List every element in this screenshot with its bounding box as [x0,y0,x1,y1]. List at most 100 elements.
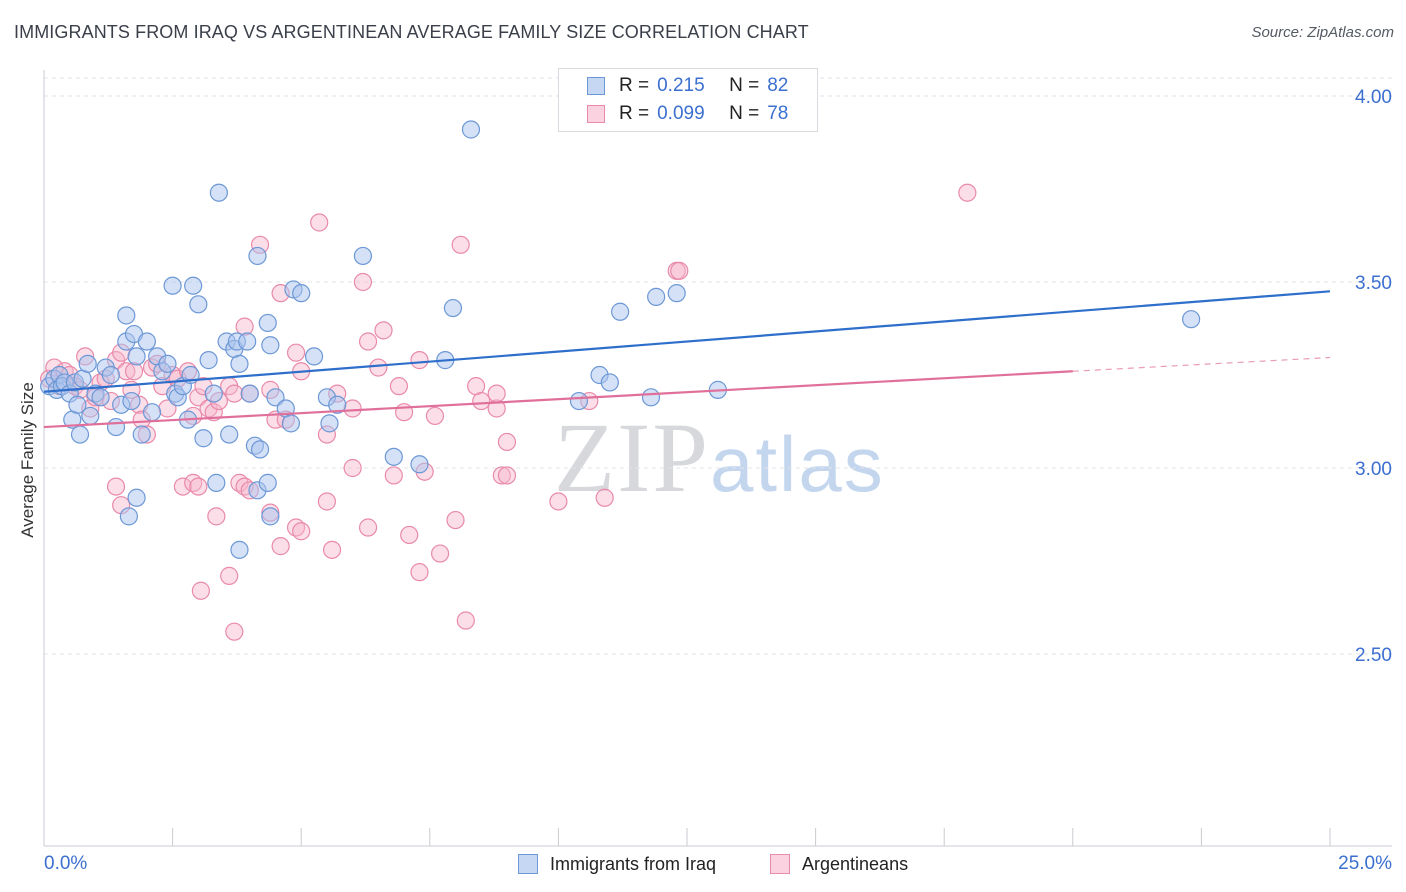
watermark-atlas: atlas [710,420,885,508]
iraq-point [611,302,630,321]
iraq-point [266,388,285,407]
iraq-point [207,473,226,492]
argentineans-point [225,384,244,403]
argentineans-point [384,466,403,485]
iraq-point [320,414,339,433]
argentineans-point [322,540,342,559]
iraq-point [81,406,100,426]
stats-legend: R = 0.215 N = 82 R = 0.099 N = 78 [558,68,818,132]
y-axis-label: Average Family Size [18,382,37,538]
iraq-point [132,425,151,444]
watermark-zip: ZIP [554,402,710,513]
argentineans-point [595,488,614,507]
iraq-point [204,384,223,403]
argentineans-point [207,507,226,526]
iraq-point [258,473,277,492]
r-label: R = [619,103,650,124]
n-label: N = [729,75,760,96]
y-tick-label: 3.50 [1355,273,1392,294]
iraq-point [328,395,347,414]
argentineans-point [204,403,223,422]
n-value-argentineans: 78 [767,103,789,124]
argentineans-point [487,384,506,403]
argentineans-point [549,492,568,511]
iraq-point [240,384,259,403]
iraq-trend-line [43,290,1331,393]
iraq-point [78,354,97,373]
iraq-point [304,347,324,366]
x-tick-label-min: 0.0% [44,853,87,874]
argentineans-point [425,406,445,426]
argentineans-point [235,317,254,336]
argentineans-swatch [587,105,605,123]
legend-row-iraq: R = 0.215 N = 82 [587,73,788,99]
r-value-iraq: 0.215 [657,75,705,96]
iraq-point [106,417,126,437]
argentineans-point [492,466,511,485]
argentineans-point [191,581,210,600]
iraq-point [91,388,110,407]
argentineans-point [389,377,409,396]
bottom-legend-iraq: Immigrants from Iraq [518,852,716,876]
argentineans-point [271,537,290,556]
iraq-point [127,488,146,507]
iraq-point [261,507,280,526]
argentineans-point [410,563,429,582]
y-tick-label: 2.50 [1355,645,1392,666]
iraq-point [142,403,162,422]
iraq-point [647,287,666,306]
iraq-point [410,455,429,474]
iraq-point [238,332,257,351]
iraq-point [667,284,686,303]
argentineans-point [430,544,450,563]
iraq-point [353,246,373,266]
argentineans-point [670,261,689,280]
iraq-point [101,365,120,385]
iraq-point [220,425,239,444]
iraq-point [258,313,277,333]
x-tick-label-max: 25.0% [1338,853,1392,874]
argentineans-point [374,321,393,340]
watermark: ZIPatlas [554,400,885,515]
iraq-point [281,414,301,433]
argentineans-point [497,432,517,452]
argentineans-point [343,458,362,478]
iraq-point [230,540,249,559]
iraq-point [1182,310,1201,329]
argentineans-point [173,477,192,496]
iraq-point [194,429,213,448]
argentineans-point [958,183,977,202]
iraq-point [209,183,228,202]
r-label: R = [619,75,650,96]
argentineans-point [410,351,429,370]
argentineans-point [487,399,506,418]
iraq-point [292,284,311,303]
iraq-point [122,391,141,411]
argentineans-point [451,235,470,254]
iraq-point [443,298,463,318]
argentineans-point [189,477,208,496]
chart-title: IMMIGRANTS FROM IRAQ VS ARGENTINEAN AVER… [14,22,809,42]
argentineans-legend-swatch [770,854,790,874]
n-label: N = [729,103,760,124]
y-tick-label: 4.00 [1355,87,1392,108]
argentineans-point [353,272,373,292]
iraq-point [461,120,481,139]
iraq-point [569,391,589,411]
iraq-point [158,354,177,373]
argentineans-point [124,362,144,381]
iraq-point [600,373,619,392]
argentineans-point [220,566,239,585]
argentineans-trend-extension [1072,356,1331,372]
argentineans-point [358,332,378,351]
argentineans-legend-label: Argentineans [802,853,909,874]
source-note: Source: ZipAtlas.com [1251,24,1394,41]
argentineans-point [358,518,378,537]
iraq-point [163,276,182,295]
argentineans-point [286,343,306,362]
iraq-point [261,336,280,355]
iraq-point [199,351,218,370]
iraq-point [117,306,136,325]
argentineans-point [472,391,491,411]
